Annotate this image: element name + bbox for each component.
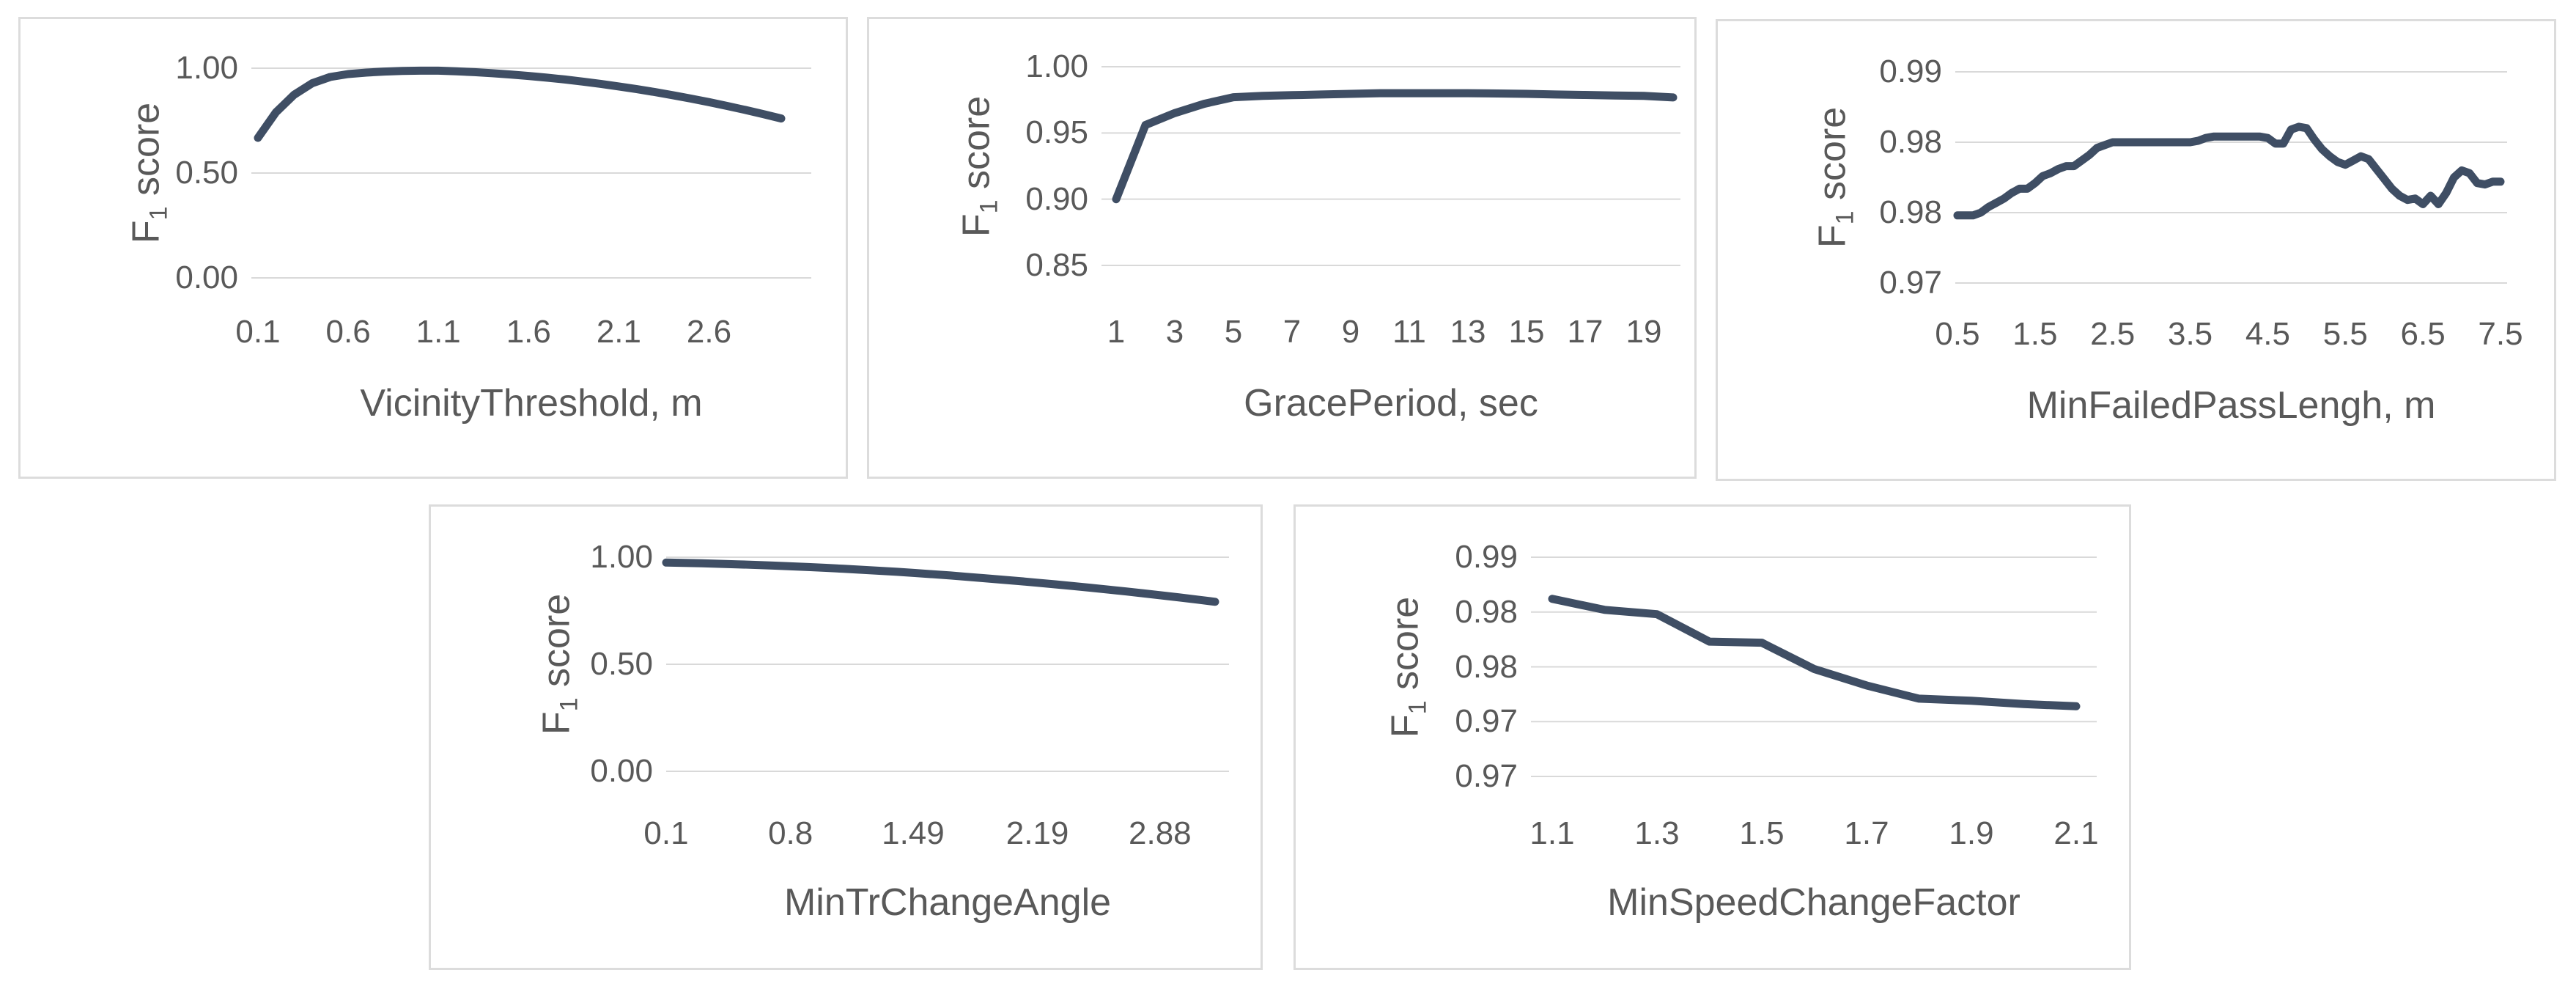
x-tick-label: 19 — [1625, 314, 1662, 350]
y-tick-label: 0.98 — [1455, 593, 1518, 630]
x-tick-label: 3 — [1165, 314, 1184, 350]
y-tick-label: 0.98 — [1879, 124, 1942, 160]
x-tick-label: 13 — [1450, 314, 1486, 350]
y-tick-label: 0.90 — [1025, 180, 1088, 217]
data-series-line — [662, 558, 1219, 606]
x-tick-label: 1.1 — [416, 314, 461, 350]
x-tick-label: 2.5 — [2090, 316, 2136, 352]
x-tick-label: 5.5 — [2322, 316, 2368, 352]
x-tick-label: 0.1 — [643, 815, 689, 851]
x-tick-label: 5 — [1224, 314, 1243, 350]
chart-canvas — [1953, 71, 2507, 284]
x-tick-label: 3.5 — [2167, 316, 2213, 352]
x-tick-label: 2.19 — [1005, 815, 1069, 851]
data-series-line — [1953, 122, 2505, 220]
chart-panel-vicinity-threshold: F1 score VicinityThreshold, m 1.00 0.50 0.… — [18, 17, 848, 479]
x-tick-label: 15 — [1508, 314, 1545, 350]
x-tick-label: 11 — [1392, 314, 1426, 350]
x-tick-label: 7 — [1283, 314, 1302, 350]
y-tick-label: 0.97 — [1879, 265, 1942, 301]
x-tick-label: 1.5 — [2012, 316, 2058, 352]
x-tick-label: 1.9 — [1949, 815, 1994, 851]
x-tick-label: 0.5 — [1935, 316, 1980, 352]
chart-canvas — [1531, 556, 2097, 777]
y-tick-label: 0.99 — [1879, 54, 1942, 89]
chart-panel-grace-period: F1 score GracePeriod, sec 1.00 0.95 0.90 0.… — [867, 17, 1697, 479]
y-tick-label: 0.50 — [175, 155, 238, 191]
x-tick-label: 0.8 — [768, 815, 813, 851]
y-tick-label: 0.50 — [590, 646, 653, 682]
y-tick-label: 1.00 — [175, 50, 238, 86]
y-tick-label: 0.85 — [1025, 247, 1088, 283]
x-tick-label: 4.5 — [2245, 316, 2290, 352]
x-axis-title: MinFailedPassLengh, m — [2026, 384, 2436, 427]
y-tick-label: 0.98 — [1455, 648, 1518, 685]
x-tick-label: 2.1 — [596, 314, 641, 350]
x-tick-label: 1 — [1107, 314, 1126, 350]
x-tick-label: 1.49 — [882, 815, 945, 851]
x-tick-label: 2.6 — [686, 314, 732, 350]
y-tick-label: 0.98 — [1879, 194, 1942, 230]
y-tick-label: 1.00 — [590, 539, 653, 575]
x-tick-label: 1.6 — [506, 314, 551, 350]
chart-canvas — [662, 556, 1229, 772]
x-tick-label: 6.5 — [2400, 316, 2446, 352]
y-tick-label: 0.97 — [1455, 703, 1518, 740]
x-tick-label: 7.5 — [2478, 316, 2523, 352]
x-tick-label: 1.7 — [1844, 815, 1889, 851]
x-tick-label: 2.1 — [2053, 815, 2099, 851]
x-tick-label: 0.6 — [325, 314, 371, 350]
x-tick-label: 9 — [1341, 314, 1360, 350]
y-tick-label: 0.00 — [590, 753, 653, 789]
x-tick-label: 0.1 — [235, 314, 281, 350]
x-tick-label: 17 — [1567, 314, 1603, 350]
data-series-line — [1112, 89, 1678, 204]
y-tick-label: 1.00 — [1025, 48, 1088, 84]
chart-panel-min-tr-change-angle: F1 score MinTrChangeAngle 1.00 0.50 0.00 0.… — [429, 504, 1263, 970]
x-axis-title: MinTrChangeAngle — [783, 881, 1112, 924]
chart-canvas — [251, 66, 811, 279]
chart-panel-min-failed-pass-length: F1 score MinFailedPassLengh, m 0.99 0.98 0… — [1716, 19, 2556, 481]
x-tick-label: 1.3 — [1634, 815, 1680, 851]
chart-panel-min-speed-change-factor: F1 score MinSpeedChangeFactor 0.99 0.98 0.… — [1293, 504, 2131, 970]
chart-canvas — [1101, 66, 1680, 266]
x-tick-label: 1.1 — [1529, 815, 1575, 851]
y-tick-label: 0.99 — [1455, 539, 1518, 575]
x-axis-title: VicinityThreshold, m — [360, 382, 703, 425]
x-tick-label: 2.88 — [1129, 815, 1192, 851]
y-tick-label: 0.95 — [1025, 114, 1088, 151]
y-tick-label: 0.97 — [1455, 758, 1518, 794]
x-tick-label: 1.5 — [1739, 815, 1785, 851]
x-axis-title: GracePeriod, sec — [1244, 382, 1538, 425]
x-axis-title: MinSpeedChangeFactor — [1607, 881, 2020, 924]
y-tick-label: 0.00 — [175, 260, 238, 295]
data-series-line — [1548, 595, 2081, 710]
data-series-line — [254, 66, 786, 142]
